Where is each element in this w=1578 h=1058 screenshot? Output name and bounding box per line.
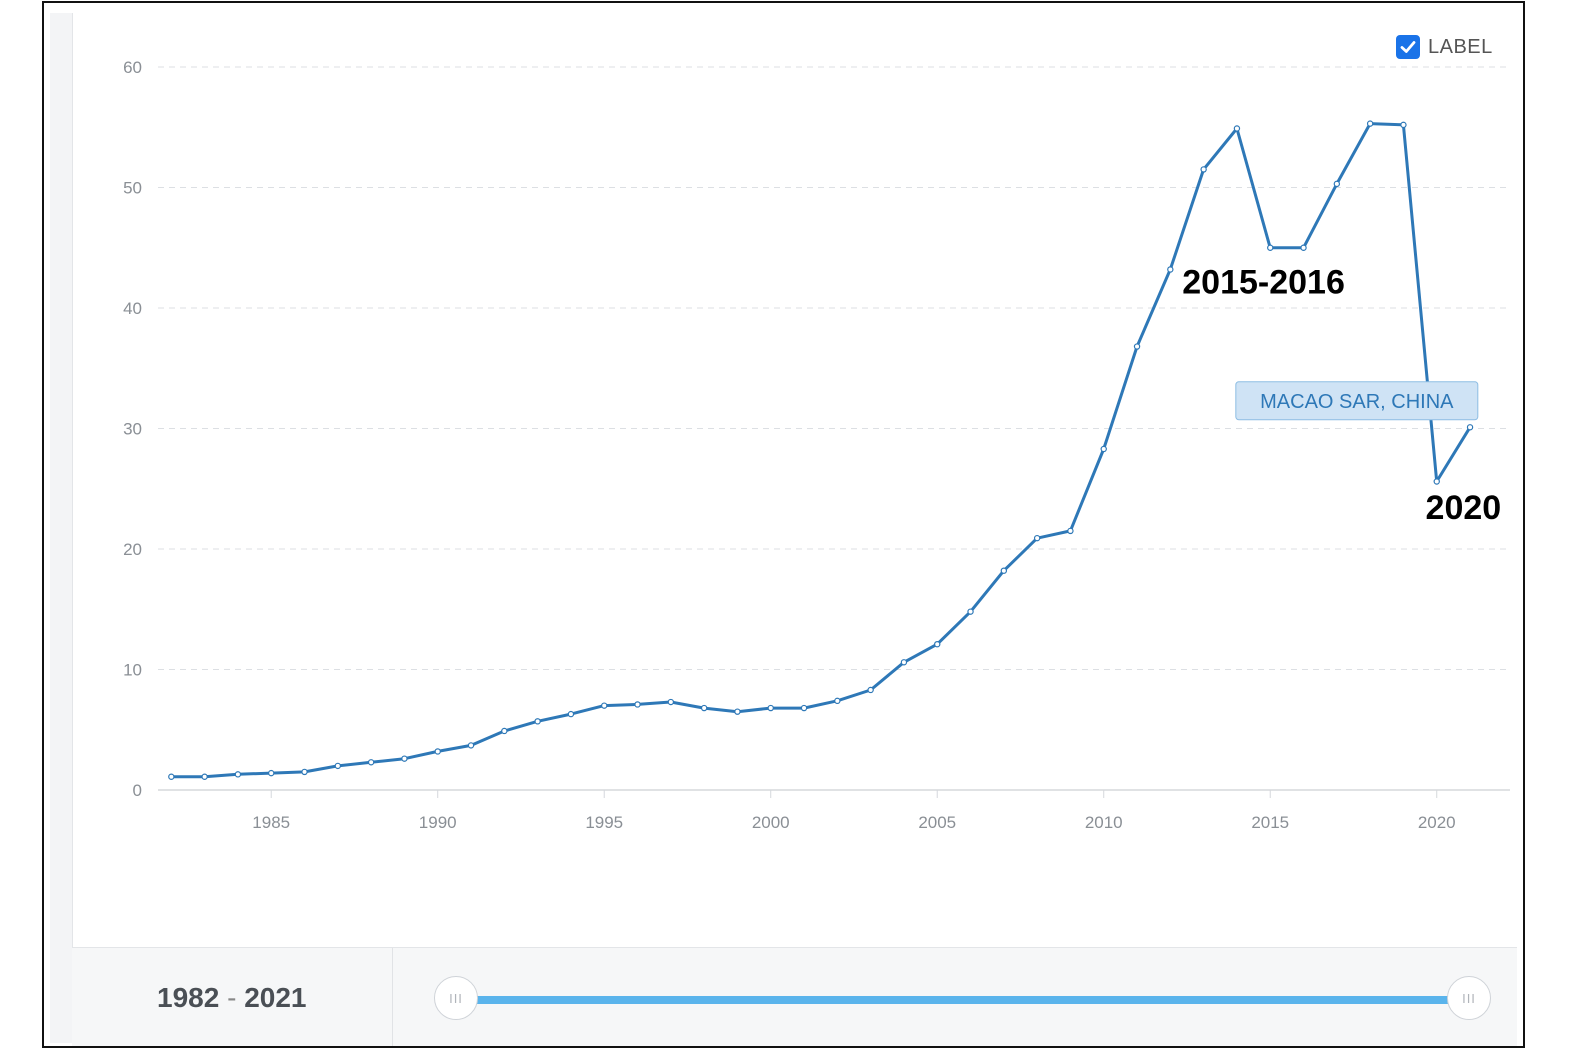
data-point (534, 718, 541, 725)
data-point (1400, 121, 1407, 129)
annotation-label: 2015-2016 (1182, 264, 1345, 302)
x-axis-ticks: 1985 1990 1995 2000 2005 2010 2015 2020 (252, 790, 1456, 832)
x-tick-label: 2005 (918, 813, 956, 832)
annotation-label: 2020 (1426, 489, 1502, 527)
series-label-text: MACAO SAR, CHINA (1260, 391, 1454, 413)
data-point (501, 727, 508, 735)
range-slider-track[interactable] (457, 996, 1472, 1004)
data-point (800, 704, 808, 712)
series-label-tag[interactable]: MACAO SAR, CHINA (1235, 381, 1479, 421)
data-point (1033, 534, 1041, 542)
annotations: 2015-2016 2020 (1180, 262, 1503, 529)
range-start: 1982 (157, 982, 220, 1013)
x-tick-label: 2010 (1085, 813, 1123, 832)
y-tick-label: 40 (123, 299, 142, 318)
x-tick-label: 2015 (1251, 813, 1289, 832)
label-toggle-text: LABEL (1428, 35, 1493, 58)
data-point (567, 710, 575, 718)
data-point (1200, 166, 1207, 173)
checkmark-icon (1400, 41, 1416, 53)
range-slider-start-handle[interactable]: III (434, 976, 478, 1020)
label-checkbox[interactable] (1396, 35, 1420, 59)
data-point (234, 771, 242, 778)
data-point (767, 704, 774, 712)
data-point (1167, 266, 1174, 273)
data-point (867, 686, 874, 694)
range-separator: - (227, 982, 237, 1013)
y-tick-label: 20 (123, 540, 142, 559)
series-line (169, 122, 1472, 779)
data-point (268, 769, 275, 777)
x-tick-label: 1985 (252, 813, 290, 832)
data-point (401, 755, 408, 762)
data-point (1333, 180, 1341, 188)
left-panel-strip (50, 13, 73, 1043)
y-axis-ticks: 0 10 20 30 40 50 60 (123, 58, 142, 800)
data-point (367, 759, 375, 766)
data-point (1000, 567, 1008, 574)
data-point (1366, 120, 1374, 127)
x-tick-label: 2020 (1418, 813, 1456, 832)
data-point (1133, 343, 1141, 350)
data-point (1433, 478, 1440, 485)
data-point (1267, 244, 1274, 251)
gridlines (158, 66, 1510, 791)
x-tick-label: 1990 (419, 813, 457, 832)
data-point (1466, 424, 1474, 431)
range-end: 2021 (244, 982, 307, 1013)
data-point (168, 773, 175, 780)
data-point (900, 659, 908, 666)
y-tick-label: 10 (123, 661, 142, 680)
data-point (467, 742, 475, 749)
data-point (967, 608, 974, 615)
data-point (301, 768, 308, 776)
data-point (201, 773, 208, 780)
data-point (734, 708, 741, 715)
data-point (1067, 527, 1074, 535)
y-tick-label: 0 (133, 781, 142, 800)
label-toggle[interactable]: LABEL (1396, 35, 1493, 59)
line-chart: 0 10 20 30 40 50 60 1985 1990 1995 2000 2005 2010 20… (123, 58, 1510, 832)
data-point (1300, 244, 1307, 251)
data-point (634, 701, 641, 708)
data-point (434, 748, 441, 755)
x-tick-label: 2000 (752, 813, 790, 832)
data-point (700, 704, 708, 712)
series-group (168, 120, 1474, 780)
range-footer: 1982 - 2021 III III (72, 947, 1517, 1046)
footer-divider (392, 948, 393, 1046)
chart-frame: 0 10 20 30 40 50 60 1985 1990 1995 2000 2005 2010 20… (42, 1, 1525, 1048)
data-point (834, 697, 841, 705)
year-range: 1982 - 2021 (157, 982, 306, 1014)
x-tick-label: 1995 (585, 813, 623, 832)
y-tick-label: 60 (123, 58, 142, 77)
y-tick-label: 50 (123, 179, 142, 198)
data-point (601, 702, 608, 709)
data-point (934, 640, 941, 648)
data-point (334, 762, 342, 770)
range-slider-end-handle[interactable]: III (1447, 976, 1491, 1020)
data-point (1100, 445, 1107, 453)
y-tick-label: 30 (123, 420, 142, 439)
data-point (1233, 125, 1241, 132)
data-point (667, 698, 675, 706)
